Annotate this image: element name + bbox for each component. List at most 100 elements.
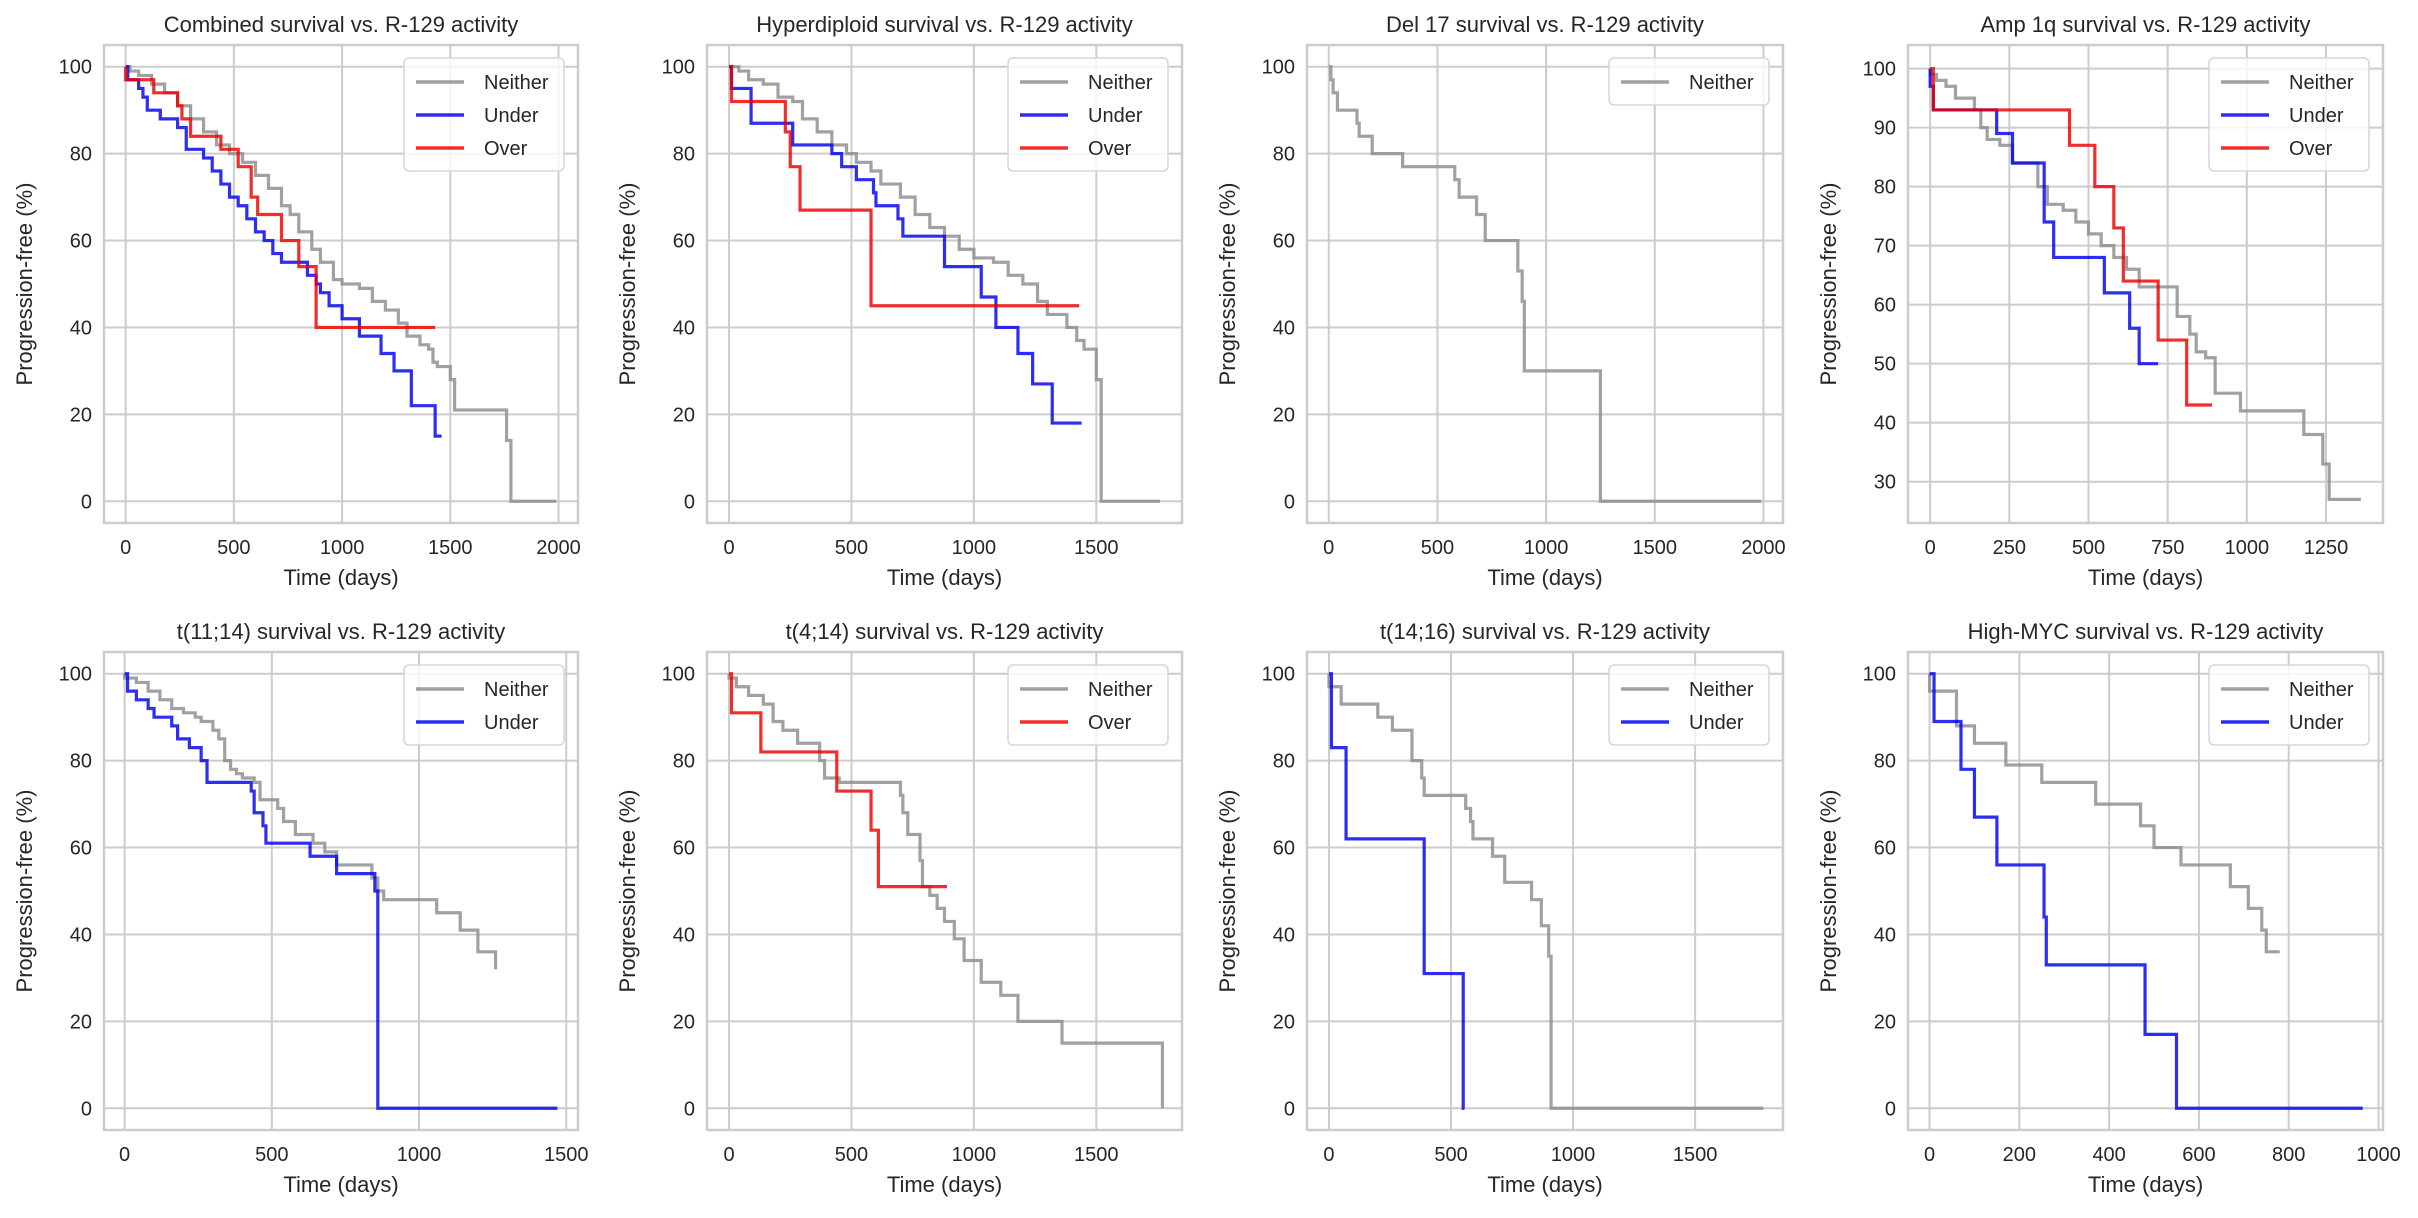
legend-label-neither: Neither <box>2289 679 2354 701</box>
legend-label-under: Under <box>1689 712 1744 734</box>
y-tick-label: 80 <box>673 751 695 773</box>
survival-curve-neither <box>1927 673 2280 954</box>
x-tick-label: 0 <box>723 537 734 559</box>
legend-box <box>1007 57 1169 172</box>
series-group <box>727 672 1165 1109</box>
legend: Neither Over <box>1007 664 1169 746</box>
y-tick-label: 30 <box>1874 472 1896 494</box>
y-tick-label: 20 <box>70 1011 92 1033</box>
y-tick-label: 60 <box>70 838 92 860</box>
legend-label-neither: Neither <box>1689 679 1754 701</box>
legend-label-under: Under <box>1088 105 1143 127</box>
legend-label-neither: Neither <box>1689 72 1754 94</box>
legend-label-neither: Neither <box>484 72 549 94</box>
series-group <box>124 65 557 503</box>
chart-panel-7: 0 500 1000 1500 0 20 40 60 80 100 t(14;16) surviva… <box>1215 619 1785 1197</box>
legend-box <box>403 57 565 172</box>
y-tick-label: 100 <box>59 664 92 686</box>
legend-label-over: Over <box>2289 138 2333 160</box>
y-tick-label: 80 <box>70 144 92 166</box>
chart-title: Combined survival vs. R-129 activity <box>164 12 519 37</box>
y-tick-label: 100 <box>662 57 695 79</box>
x-tick-label: 0 <box>1925 537 1936 559</box>
x-tick-label: 500 <box>255 1144 288 1166</box>
survival-curve-under <box>124 672 558 1110</box>
y-tick-label: 60 <box>1874 838 1896 860</box>
x-tick-label: 1000 <box>952 537 997 559</box>
legend-label-under: Under <box>484 712 539 734</box>
legend-label-over: Over <box>1088 712 1132 734</box>
x-tick-label: 250 <box>1993 537 2026 559</box>
y-tick-label: 60 <box>673 231 695 253</box>
legend-label-neither: Neither <box>2289 72 2354 94</box>
y-tick-label: 70 <box>1874 236 1896 258</box>
survival-curve-neither <box>125 65 557 503</box>
legend-box <box>1608 664 1770 746</box>
y-tick-label: 0 <box>81 1098 92 1120</box>
x-axis-label: Time (days) <box>887 565 1002 590</box>
x-tick-label: 600 <box>2182 1144 2215 1166</box>
survival-curve-under <box>1328 672 1465 1110</box>
axes-frame <box>1305 43 1785 525</box>
y-tick-label: 0 <box>81 491 92 513</box>
x-axis-label: Time (days) <box>1487 565 1602 590</box>
y-axis-label: Progression-free (%) <box>12 790 37 993</box>
y-tick-label: 20 <box>1273 1011 1295 1033</box>
axes-frame <box>102 43 580 525</box>
x-tick-label: 1500 <box>1074 1144 1119 1166</box>
x-tick-label: 1500 <box>1074 537 1119 559</box>
y-tick-label: 60 <box>1273 231 1295 253</box>
y-axis-label: Progression-free (%) <box>1215 790 1240 993</box>
y-tick-label: 0 <box>1284 491 1295 513</box>
y-tick-label: 40 <box>673 317 695 339</box>
y-axis-label: Progression-free (%) <box>615 183 640 386</box>
y-tick-label: 40 <box>1874 413 1896 435</box>
chart-panel-8: 0 200 400 600 800 1000 0 20 40 60 80 100 High-MYC su… <box>1816 619 2401 1197</box>
y-tick-label: 80 <box>673 144 695 166</box>
legend-label-neither: Neither <box>1088 679 1153 701</box>
chart-title: t(11;14) survival vs. R-129 activity <box>177 619 505 644</box>
x-axis-label: Time (days) <box>2088 565 2203 590</box>
x-tick-label: 1500 <box>544 1144 589 1166</box>
x-axis-label: Time (days) <box>887 1172 1002 1197</box>
y-tick-label: 40 <box>70 924 92 946</box>
x-tick-label: 0 <box>120 537 131 559</box>
x-tick-label: 500 <box>2072 537 2105 559</box>
legend: Neither Under Over <box>403 57 565 172</box>
y-tick-label: 100 <box>1262 664 1295 686</box>
y-tick-label: 0 <box>684 1098 695 1120</box>
x-tick-label: 1000 <box>2225 537 2270 559</box>
series-group <box>729 65 1160 503</box>
y-axis-label: Progression-free (%) <box>615 790 640 993</box>
legend-label-over: Over <box>1088 138 1132 160</box>
legend: Neither Under Over <box>2208 57 2370 172</box>
y-axis-label: Progression-free (%) <box>1816 183 1841 386</box>
x-tick-label: 0 <box>723 1144 734 1166</box>
chart-panel-6: 0 500 1000 1500 0 20 40 60 80 100 t(4;14) survival… <box>615 619 1184 1197</box>
y-tick-label: 20 <box>70 404 92 426</box>
series-group <box>1928 67 2361 501</box>
y-tick-label: 80 <box>1874 751 1896 773</box>
y-tick-label: 60 <box>1874 295 1896 317</box>
x-tick-label: 0 <box>119 1144 130 1166</box>
x-tick-label: 500 <box>1421 537 1454 559</box>
x-tick-label: 1500 <box>1633 537 1678 559</box>
y-tick-label: 50 <box>1874 354 1896 376</box>
x-tick-label: 0 <box>1924 1144 1935 1166</box>
x-tick-label: 200 <box>2003 1144 2036 1166</box>
x-tick-label: 1500 <box>428 537 473 559</box>
legend-box <box>2208 57 2370 172</box>
chart-title: Hyperdiploid survival vs. R-129 activity <box>756 12 1133 37</box>
y-tick-label: 20 <box>673 404 695 426</box>
chart-title: t(14;16) survival vs. R-129 activity <box>1380 619 1710 644</box>
y-tick-label: 60 <box>1273 838 1295 860</box>
legend: Neither Under Over <box>1007 57 1169 172</box>
axes-frame <box>705 43 1184 525</box>
survival-curve-neither <box>1328 65 1762 503</box>
y-tick-label: 0 <box>1284 1098 1295 1120</box>
legend-label-neither: Neither <box>484 679 549 701</box>
legend-label-over: Over <box>484 138 528 160</box>
y-axis-label: Progression-free (%) <box>1816 790 1841 993</box>
chart-panel-2: 0 500 1000 1500 0 20 40 60 80 100 Hyperdiploid sur… <box>615 12 1184 590</box>
axes-frame <box>102 650 580 1132</box>
